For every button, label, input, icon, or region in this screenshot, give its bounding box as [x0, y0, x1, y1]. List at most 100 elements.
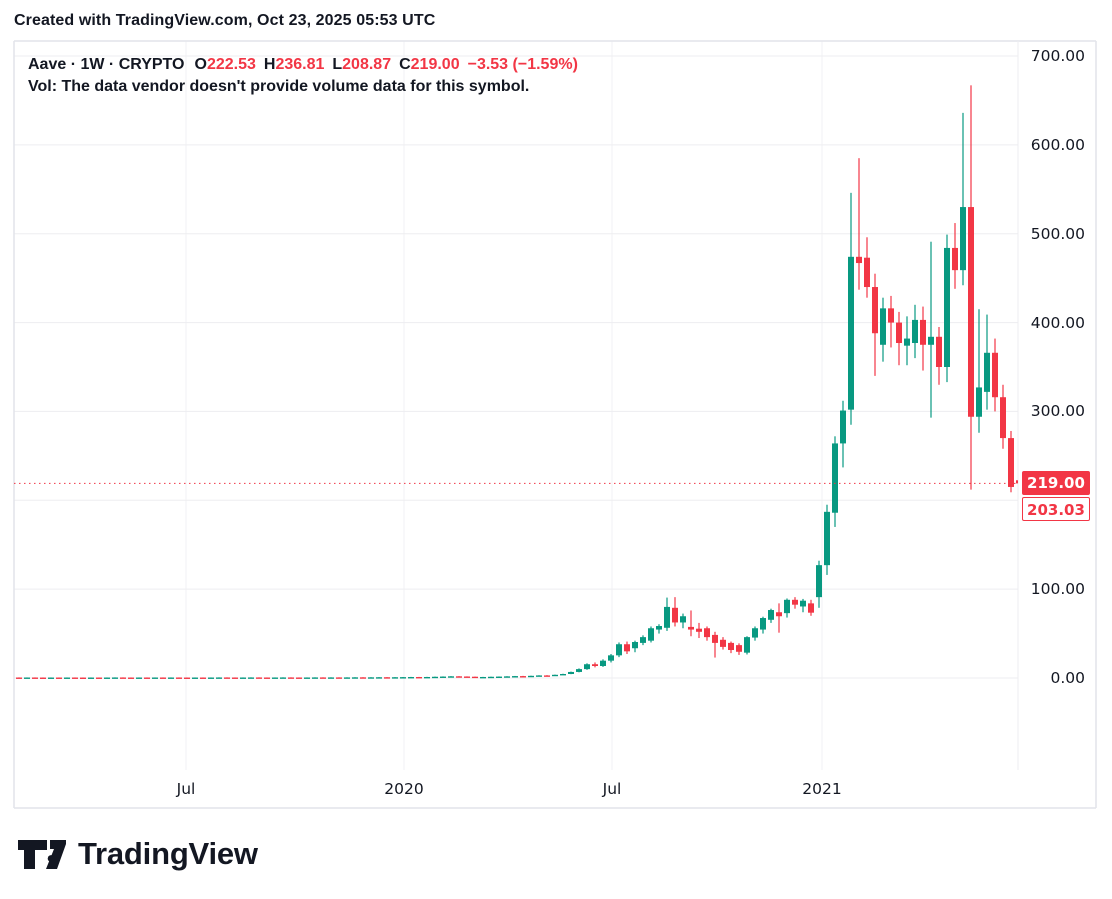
candle[interactable] — [256, 677, 262, 679]
candle[interactable] — [80, 677, 86, 679]
candle[interactable] — [304, 677, 310, 679]
candle[interactable] — [608, 654, 614, 663]
candle[interactable] — [184, 677, 190, 679]
candle[interactable] — [296, 677, 302, 679]
candle[interactable] — [248, 677, 254, 679]
candle[interactable] — [928, 241, 934, 418]
candle[interactable] — [424, 676, 430, 679]
candle[interactable] — [816, 560, 822, 608]
candle[interactable] — [696, 622, 702, 639]
candle[interactable] — [976, 309, 982, 433]
candle[interactable] — [936, 327, 942, 385]
candle[interactable] — [336, 677, 342, 679]
chart-area[interactable]: Aave · 1W · CRYPTO O222.53 H236.81 L208.87 C… — [0, 0, 1112, 830]
candle[interactable] — [760, 616, 766, 634]
candle[interactable] — [1008, 430, 1014, 493]
candle[interactable] — [160, 677, 166, 679]
candle[interactable] — [712, 631, 718, 658]
candle[interactable] — [360, 677, 366, 679]
candle[interactable] — [944, 234, 950, 383]
candle[interactable] — [384, 677, 390, 679]
candle[interactable] — [328, 677, 334, 679]
candle[interactable] — [400, 677, 406, 679]
candle[interactable] — [264, 677, 270, 679]
candle[interactable] — [136, 677, 142, 679]
candle[interactable] — [488, 676, 494, 679]
candle[interactable] — [376, 677, 382, 679]
candle[interactable] — [216, 677, 222, 679]
candle[interactable] — [552, 674, 558, 677]
candle[interactable] — [232, 677, 238, 679]
candle[interactable] — [568, 671, 574, 675]
candle[interactable] — [688, 610, 694, 637]
candle[interactable] — [56, 677, 62, 679]
candle[interactable] — [280, 677, 286, 679]
candle[interactable] — [896, 311, 902, 366]
candle[interactable] — [680, 613, 686, 629]
candle[interactable] — [392, 677, 398, 679]
candle[interactable] — [200, 677, 206, 679]
candle[interactable] — [664, 597, 670, 631]
candle[interactable] — [848, 192, 854, 425]
candle[interactable] — [992, 338, 998, 412]
candle[interactable] — [504, 676, 510, 678]
candle[interactable] — [832, 436, 838, 527]
candle[interactable] — [776, 603, 782, 633]
candle[interactable] — [168, 677, 174, 679]
candle[interactable] — [632, 640, 638, 653]
candle[interactable] — [408, 676, 414, 679]
candle[interactable] — [736, 643, 742, 655]
candle[interactable] — [112, 677, 118, 679]
candle[interactable] — [792, 597, 798, 609]
candle[interactable] — [912, 304, 918, 359]
candle[interactable] — [288, 677, 294, 679]
candle[interactable] — [784, 598, 790, 618]
candle[interactable] — [528, 675, 534, 678]
candle[interactable] — [496, 676, 502, 678]
candle[interactable] — [16, 677, 22, 679]
candle[interactable] — [472, 676, 478, 679]
candle[interactable] — [648, 626, 654, 643]
candle[interactable] — [512, 675, 518, 678]
candle[interactable] — [856, 158, 862, 290]
candle[interactable] — [152, 677, 158, 679]
candle[interactable] — [480, 676, 486, 679]
candle[interactable] — [416, 676, 422, 679]
candle[interactable] — [752, 626, 758, 641]
candle[interactable] — [192, 677, 198, 679]
candle[interactable] — [904, 316, 910, 366]
candle[interactable] — [88, 677, 94, 679]
candle[interactable] — [96, 677, 102, 679]
candle[interactable] — [968, 85, 974, 490]
candle[interactable] — [312, 677, 318, 679]
candle[interactable] — [1016, 468, 1022, 493]
candle[interactable] — [920, 306, 926, 371]
candle[interactable] — [128, 677, 134, 679]
candle[interactable] — [464, 676, 470, 678]
candle[interactable] — [120, 677, 126, 679]
candle[interactable] — [960, 112, 966, 286]
candle[interactable] — [600, 659, 606, 667]
tradingview-logo[interactable]: TradingView — [18, 836, 258, 872]
candle[interactable] — [656, 624, 662, 634]
candle[interactable] — [616, 642, 622, 658]
candle[interactable] — [768, 608, 774, 623]
candle[interactable] — [952, 223, 958, 289]
candle[interactable] — [64, 677, 70, 679]
candle[interactable] — [272, 677, 278, 679]
candle[interactable] — [824, 504, 830, 575]
candle[interactable] — [440, 676, 446, 678]
candle[interactable] — [352, 677, 358, 679]
candle[interactable] — [208, 677, 214, 679]
candle[interactable] — [1000, 384, 1006, 449]
candle[interactable] — [584, 663, 590, 670]
candle[interactable] — [176, 677, 182, 679]
candle[interactable] — [864, 237, 870, 298]
candle[interactable] — [40, 677, 46, 679]
candle[interactable] — [872, 273, 878, 376]
candle[interactable] — [240, 677, 246, 679]
candle[interactable] — [720, 637, 726, 650]
candle[interactable] — [536, 675, 542, 677]
candle[interactable] — [880, 297, 886, 362]
candle[interactable] — [368, 677, 374, 679]
